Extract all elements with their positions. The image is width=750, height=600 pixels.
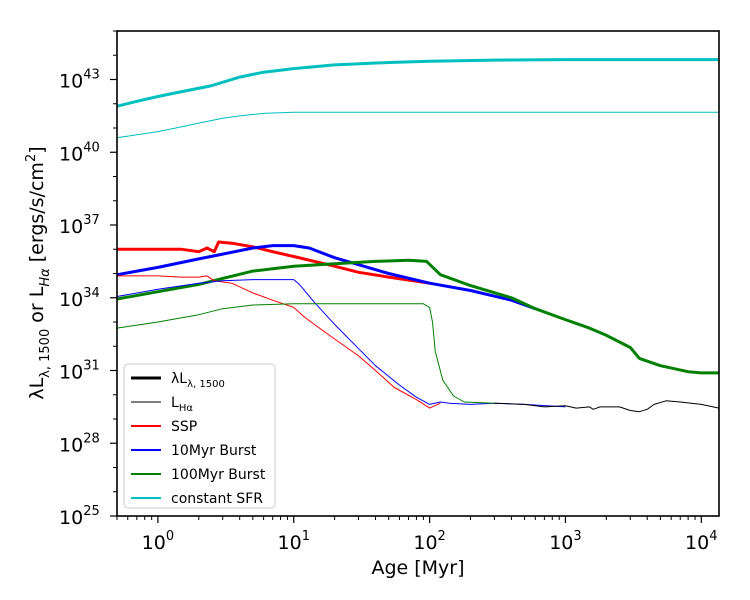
halpha-line-8 bbox=[494, 400, 720, 413]
uv-line-2 bbox=[116, 258, 719, 375]
uv-line-3 bbox=[116, 58, 719, 108]
x-axis-label: Age [Myr] bbox=[371, 557, 464, 579]
uv-line-1 bbox=[116, 244, 536, 311]
x-tick-label: 101 bbox=[278, 529, 310, 554]
halpha-line-4 bbox=[117, 275, 441, 409]
legend-label: constant SFR bbox=[171, 491, 263, 507]
legend-label: 100Myr Burst bbox=[171, 467, 266, 483]
x-axis: 100 101 102 103 104 bbox=[116, 516, 718, 554]
y-tick-label: 1040 bbox=[59, 140, 100, 165]
legend-label: SSP bbox=[171, 419, 197, 435]
halpha-line-7 bbox=[116, 111, 719, 139]
uv-line-0 bbox=[117, 240, 430, 285]
y-tick-label: 1028 bbox=[59, 431, 100, 456]
halpha-line-5 bbox=[116, 279, 566, 408]
y-tick-label: 1031 bbox=[59, 359, 100, 384]
halpha-line-6 bbox=[116, 303, 495, 404]
x-tick-label: 102 bbox=[413, 529, 445, 554]
x-tick-label: 100 bbox=[142, 529, 174, 554]
y-tick-label: 1037 bbox=[59, 213, 100, 238]
y-tick-label: 1043 bbox=[59, 68, 100, 93]
y-axis: 1025 1028 1031 1034 1037 1040 1043 bbox=[59, 30, 117, 529]
y-tick-label: 1034 bbox=[59, 286, 100, 311]
legend-label: 10Myr Burst bbox=[171, 443, 257, 459]
legend-box bbox=[123, 363, 276, 509]
y-tick-label: 1025 bbox=[59, 504, 100, 529]
series-layer bbox=[116, 58, 720, 413]
x-tick-label: 103 bbox=[549, 529, 581, 554]
x-tick-label: 104 bbox=[685, 529, 717, 554]
y-axis-label: λLλ, 1500 or LHα [ergs/s/cm2] bbox=[24, 146, 53, 399]
